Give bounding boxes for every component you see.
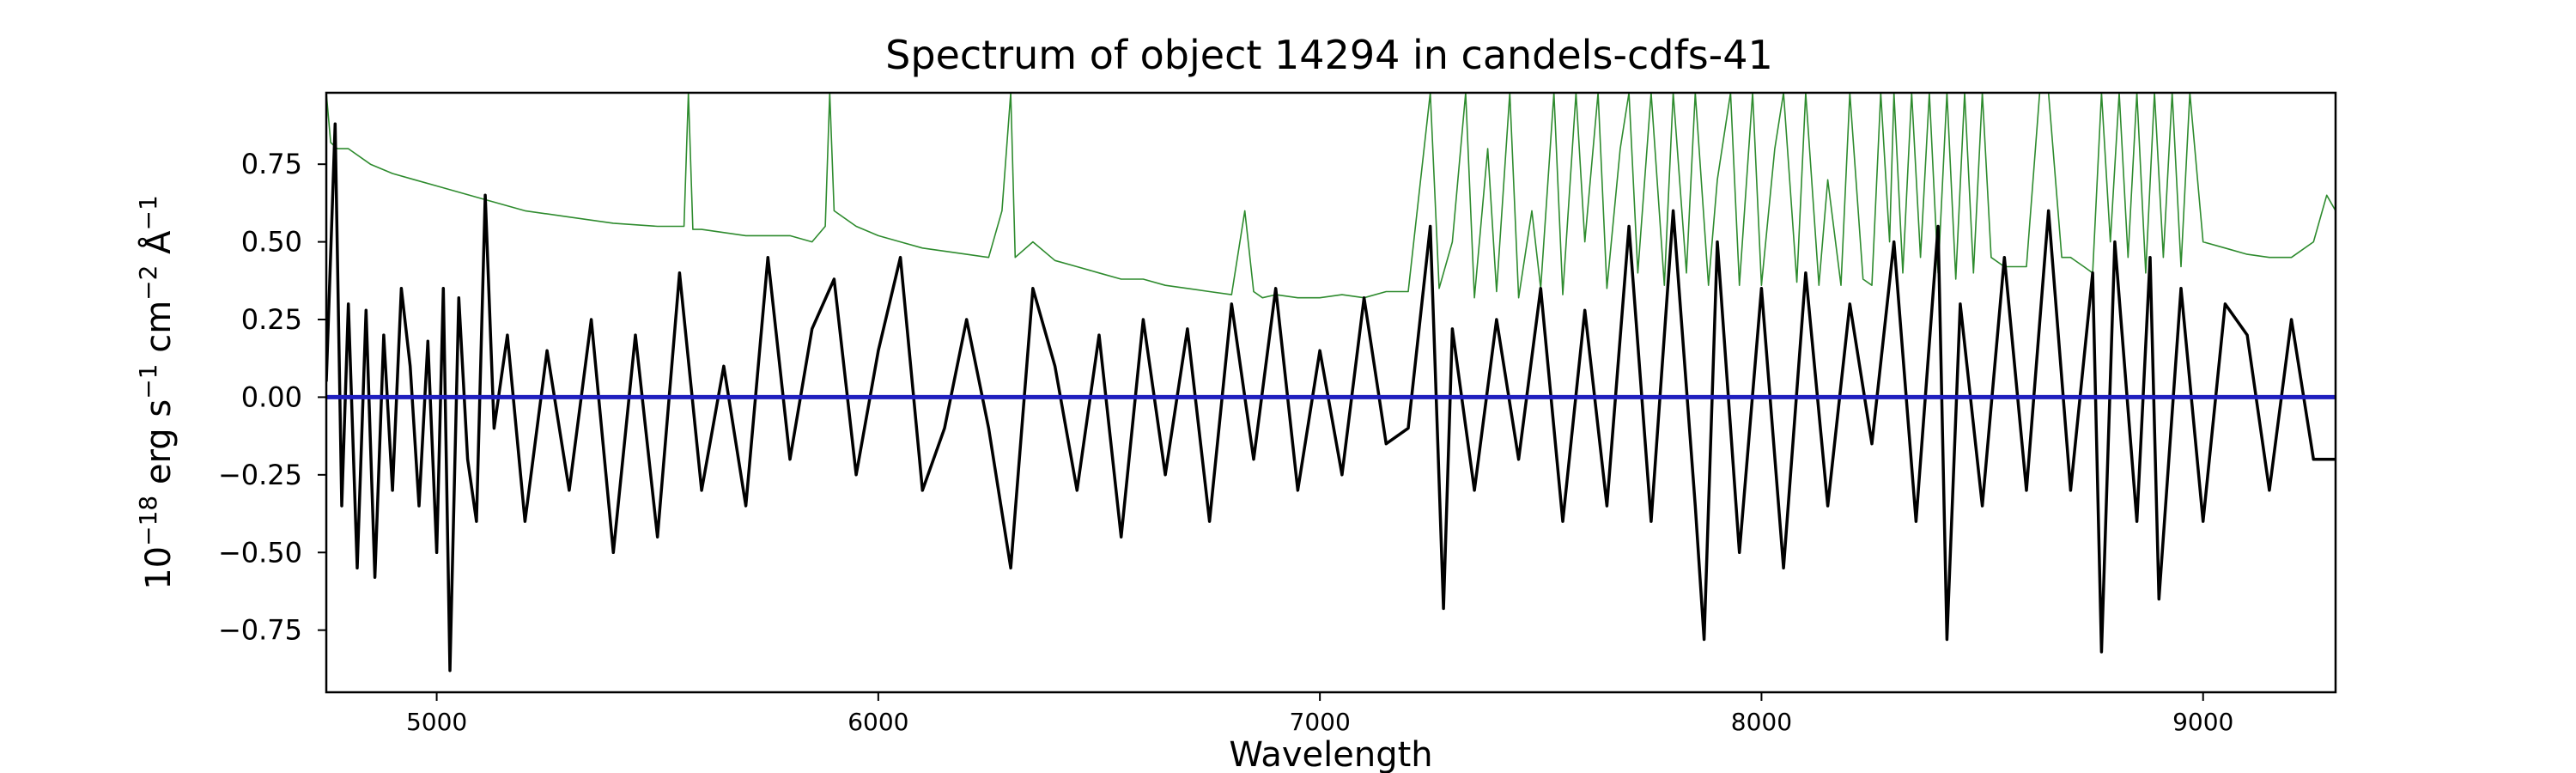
y-axis: 0.75 0.50 0.25 0.00 −0.25 −0.50 −0.75 <box>218 148 326 647</box>
series-line-0 <box>326 122 2336 673</box>
y-tick-label: 0.50 <box>241 226 302 259</box>
y-tick-label: −0.25 <box>218 459 302 491</box>
x-tick-label: 7000 <box>1290 708 1351 736</box>
y-tick-label: −0.75 <box>218 614 302 647</box>
y-tick-label: 0.75 <box>241 148 302 180</box>
y-tick-label: 0.00 <box>241 380 302 413</box>
series-line-1 <box>326 93 2336 299</box>
y-tick-label: 0.25 <box>241 303 302 336</box>
y-tick-label: −0.50 <box>218 536 302 569</box>
x-axis: 5000 6000 7000 8000 9000 <box>406 692 2233 736</box>
x-tick-label: 8000 <box>1731 708 1792 736</box>
chart-title: Spectrum of object 14294 in candels-cdfs… <box>885 32 1773 78</box>
x-tick-label: 6000 <box>848 708 908 736</box>
x-axis-label: Wavelength <box>1229 735 1432 773</box>
x-tick-label: 5000 <box>406 708 467 736</box>
series-layer <box>326 93 2336 673</box>
x-tick-label: 9000 <box>2172 708 2233 736</box>
y-axis-label: 10−18 erg s−1 cm−2 Å−1 <box>134 195 179 590</box>
plot-frame <box>325 91 2337 694</box>
